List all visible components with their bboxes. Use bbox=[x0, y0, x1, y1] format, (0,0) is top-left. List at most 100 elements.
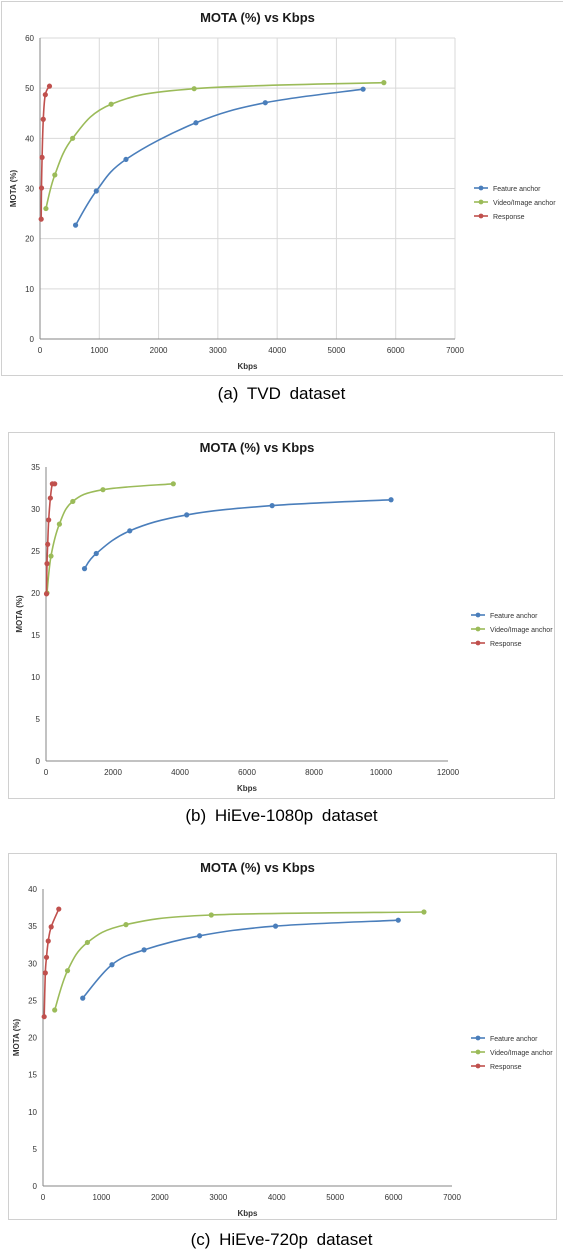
chart-frame-b: MOTA (%) vs Kbps 0 2000 4000 6000 8000 10000 12… bbox=[8, 432, 555, 799]
series-line-0 bbox=[82, 919, 399, 999]
data-point-s0-2 bbox=[127, 528, 133, 534]
data-point-s0-1 bbox=[93, 188, 99, 194]
caption-c: (c) HiEve-720p dataset bbox=[190, 1230, 373, 1249]
data-point-s1-4 bbox=[100, 487, 106, 493]
data-point-s1-5 bbox=[170, 481, 176, 487]
data-point-s0-0 bbox=[80, 995, 86, 1001]
y-tick-label: 10 bbox=[25, 285, 34, 294]
data-point-s1-4 bbox=[191, 86, 197, 92]
data-point-s1-0 bbox=[52, 1007, 58, 1013]
y-tick-label: 5 bbox=[36, 715, 41, 724]
chart-title: MOTA (%) vs Kbps bbox=[200, 10, 315, 25]
chart-c: MOTA (%) vs Kbps 0 1000 2000 3000 4000 5000 600… bbox=[12, 860, 553, 1218]
x-tick-label: 5000 bbox=[326, 1193, 344, 1202]
legend-label: Feature anchor bbox=[490, 1036, 538, 1043]
x-tick-label: 3000 bbox=[209, 346, 227, 355]
data-point-s1-3 bbox=[108, 101, 114, 107]
y-tick-label: 50 bbox=[25, 84, 34, 93]
x-tick-label: 1000 bbox=[90, 346, 108, 355]
legend-marker-1 bbox=[478, 199, 484, 205]
y-tick-label: 10 bbox=[31, 673, 40, 682]
y-tick-label: 25 bbox=[31, 547, 40, 556]
x-tick-label: 4000 bbox=[268, 346, 286, 355]
y-tick-label: 40 bbox=[25, 134, 34, 143]
y-tick-label: 15 bbox=[31, 631, 40, 640]
y-tick-label: 35 bbox=[28, 922, 37, 931]
y-axis-label: MOTA (%) bbox=[15, 595, 24, 633]
data-point-s2-1 bbox=[44, 561, 50, 567]
x-tick-label: 3000 bbox=[209, 1193, 227, 1202]
data-point-s0-0 bbox=[72, 222, 79, 228]
y-tick-label: 60 bbox=[25, 34, 34, 43]
y-axis-label: MOTA (%) bbox=[9, 170, 18, 208]
y-tick-label: 20 bbox=[31, 589, 40, 598]
legend-marker-0 bbox=[475, 612, 481, 618]
data-point-s2-4 bbox=[42, 92, 48, 98]
data-point-s0-1 bbox=[109, 962, 115, 968]
x-axis-label: Kbps bbox=[237, 784, 258, 793]
legend-label: Feature anchor bbox=[493, 186, 541, 193]
data-point-s0-1 bbox=[93, 550, 99, 557]
x-tick-label: 10000 bbox=[370, 768, 393, 777]
legend-marker-2 bbox=[475, 1063, 481, 1069]
x-tick-label: 12000 bbox=[437, 768, 460, 777]
legend-label: Response bbox=[490, 1064, 522, 1071]
data-point-s1-1 bbox=[64, 968, 71, 974]
x-tick-label: 6000 bbox=[238, 768, 256, 777]
data-point-s0-5 bbox=[360, 86, 366, 92]
y-tick-label: 30 bbox=[25, 185, 34, 194]
data-point-s0-5 bbox=[395, 917, 401, 923]
x-tick-label: 4000 bbox=[171, 768, 189, 777]
data-point-s1-1 bbox=[52, 172, 58, 178]
caption-b: (b) HiEve-1080p dataset bbox=[185, 806, 378, 825]
x-tick-label: 7000 bbox=[443, 1193, 461, 1202]
legend-marker-1 bbox=[475, 626, 481, 632]
legend-label: Video/Image anchor bbox=[490, 1050, 553, 1057]
y-axis-label: MOTA (%) bbox=[12, 1019, 21, 1057]
data-point-s0-3 bbox=[196, 933, 203, 939]
data-point-s0-4 bbox=[262, 100, 268, 106]
data-point-s2-6 bbox=[52, 481, 58, 487]
x-tick-label: 4000 bbox=[268, 1193, 286, 1202]
legend-label: Video/Image anchor bbox=[490, 627, 553, 634]
data-point-s1-3 bbox=[123, 922, 129, 928]
series-line-0 bbox=[83, 499, 392, 570]
y-tick-label: 35 bbox=[31, 463, 40, 472]
data-point-s2-5 bbox=[56, 906, 62, 912]
y-tick-label: 5 bbox=[33, 1145, 38, 1154]
legend-marker-2 bbox=[475, 640, 481, 646]
x-tick-label: 2000 bbox=[151, 1193, 169, 1202]
chart-frame-a: MOTA (%) vs Kbps 0 1000 2000 3000 4000 5000 600… bbox=[1, 1, 563, 376]
data-point-s2-4 bbox=[47, 495, 53, 501]
x-tick-label: 7000 bbox=[446, 346, 464, 355]
data-point-s1-4 bbox=[208, 912, 214, 918]
data-point-s2-2 bbox=[45, 541, 51, 547]
x-tick-label: 2000 bbox=[104, 768, 122, 777]
series-line-1 bbox=[46, 483, 174, 594]
y-tick-label: 15 bbox=[28, 1071, 37, 1080]
legend-marker-0 bbox=[478, 185, 484, 191]
x-tick-label: 6000 bbox=[385, 1193, 403, 1202]
data-point-s0-4 bbox=[272, 923, 279, 929]
legend-label: Video/Image anchor bbox=[493, 200, 556, 207]
chart-b: MOTA (%) vs Kbps 0 2000 4000 6000 8000 10000 12… bbox=[15, 440, 553, 793]
data-point-s1-2 bbox=[84, 939, 91, 946]
data-point-s1-5 bbox=[421, 909, 427, 915]
data-point-s2-2 bbox=[39, 154, 45, 160]
data-point-s1-2 bbox=[70, 135, 76, 141]
data-point-s0-3 bbox=[193, 120, 199, 126]
x-tick-label: 1000 bbox=[93, 1193, 111, 1202]
chart-title: MOTA (%) vs Kbps bbox=[200, 440, 315, 455]
x-axis-label: Kbps bbox=[238, 1209, 259, 1218]
legend-label: Response bbox=[490, 641, 522, 648]
x-tick-label: 0 bbox=[44, 768, 49, 777]
data-point-s1-2 bbox=[56, 521, 63, 527]
x-tick-label: 0 bbox=[38, 346, 43, 355]
x-tick-label: 2000 bbox=[150, 346, 168, 355]
data-point-s1-1 bbox=[48, 553, 54, 559]
data-point-s0-2 bbox=[123, 156, 129, 163]
data-point-s2-1 bbox=[38, 185, 45, 191]
x-tick-label: 0 bbox=[41, 1193, 46, 1202]
y-tick-label: 0 bbox=[33, 1182, 38, 1191]
y-tick-label: 20 bbox=[25, 235, 34, 244]
